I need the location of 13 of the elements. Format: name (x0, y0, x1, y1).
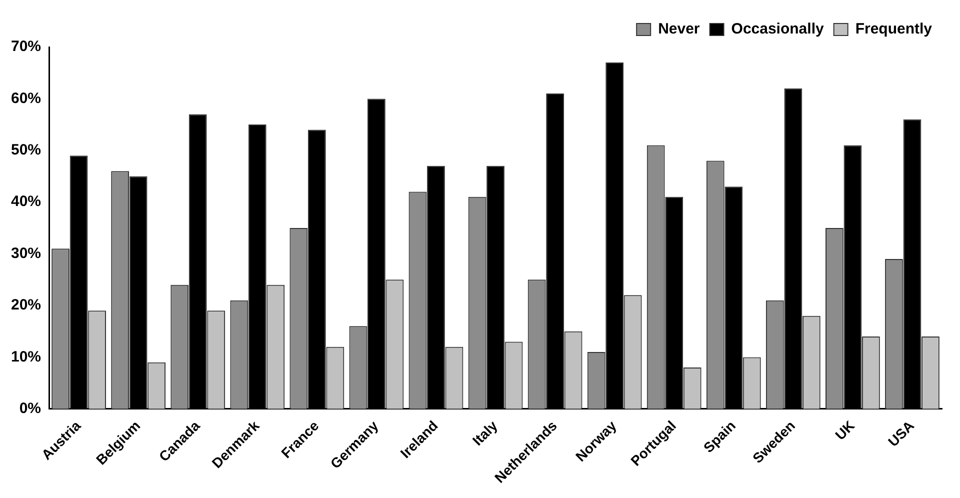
y-tick-label: 50% (10, 142, 42, 159)
y-tick-label: 20% (10, 296, 42, 314)
y-tick-label: 40% (10, 193, 42, 210)
y-tick-label: 70% (10, 38, 42, 56)
legend-label: Never (658, 20, 700, 38)
legend-label: Occasionally (731, 20, 824, 38)
x-tick-label: USA (884, 417, 918, 450)
y-tick-label: 60% (10, 90, 42, 107)
y-tick-label: 0% (19, 400, 42, 418)
y-tick-label: 30% (10, 244, 42, 262)
y-tick-label: 10% (10, 348, 42, 366)
legend-label: Frequently (855, 20, 933, 38)
x-tick-label: UK (832, 417, 858, 444)
